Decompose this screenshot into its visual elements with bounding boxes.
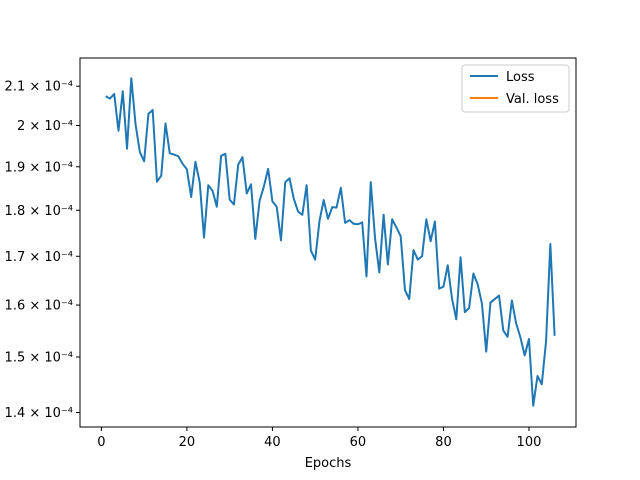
y-tick-label: 1.8 × 10⁻⁴ [5,204,73,219]
y-tick-label: 1.9 × 10⁻⁴ [5,160,73,175]
x-tick-label: 0 [97,435,105,450]
y-tick-label: 2.1 × 10⁻⁴ [5,80,73,95]
legend-label: Val. loss [506,92,559,107]
x-tick-label: 20 [179,435,196,450]
x-tick-label: 40 [264,435,281,450]
x-tick-label: 80 [435,435,452,450]
y-axis-ticks: 1.4 × 10⁻⁴ 1.5 × 10⁻⁴ 1.6 × 10⁻⁴ 1.7 × 10⁻⁴… [5,80,80,421]
x-axis-label: Epochs [305,456,352,471]
x-tick-label: 60 [350,435,367,450]
plot-frame [79,57,577,428]
y-tick-label: 1.6 × 10⁻⁴ [5,299,73,314]
plot-area [80,58,576,427]
series-line-1 [105,77,556,407]
y-tick-label: 1.5 × 10⁻⁴ [5,350,73,365]
series-layer [105,77,556,407]
y-tick-label: 1.7 × 10⁻⁴ [5,250,73,265]
y-tick-label: 1.4 × 10⁻⁴ [5,406,73,421]
x-tick-label: 100 [517,435,542,450]
legend: Loss Val. loss [461,64,570,113]
y-tick-label: 2 × 10⁻⁴ [17,119,73,134]
legend-label: Loss [506,70,535,85]
x-axis-ticks: 0 20 40 60 80 100 [97,427,541,450]
